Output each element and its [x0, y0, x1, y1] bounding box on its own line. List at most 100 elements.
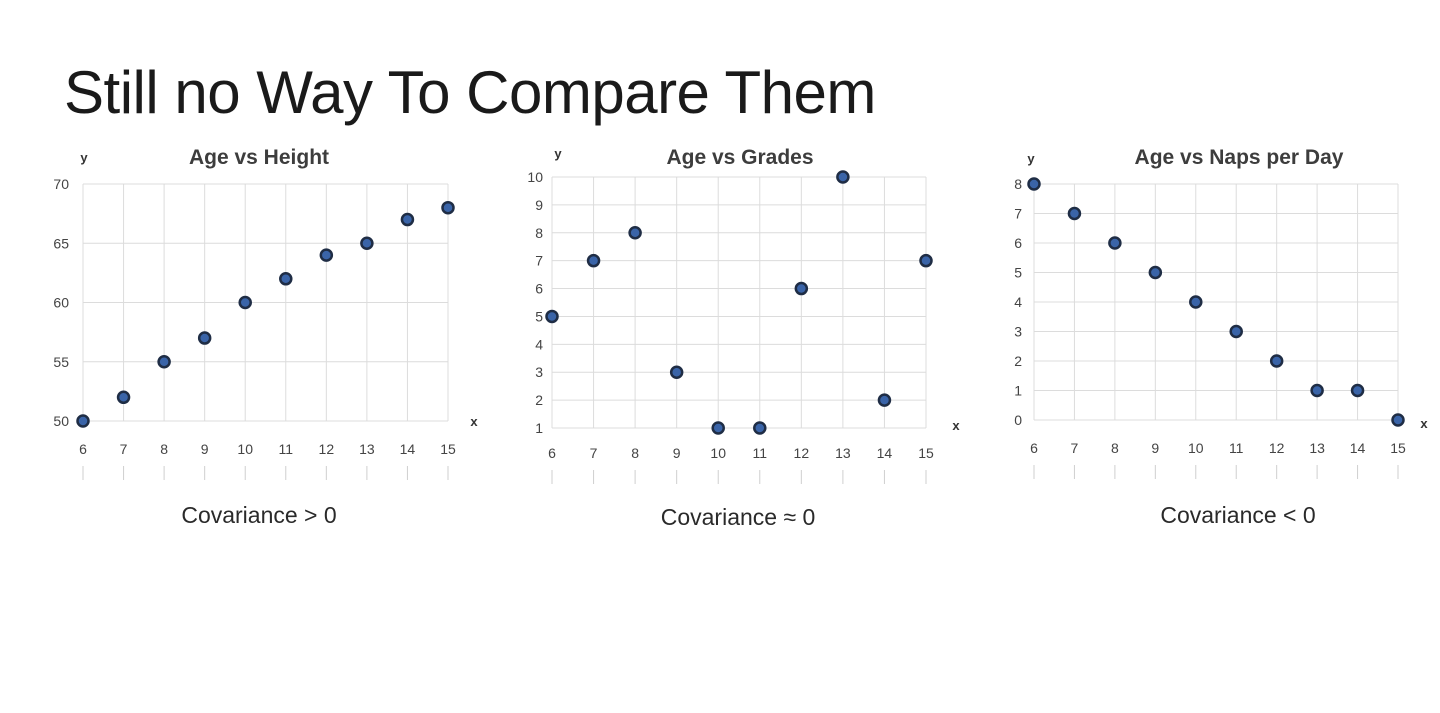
data-point: [319, 248, 334, 262]
x-tick-label: 8: [160, 441, 168, 457]
y-tick-label: 1: [1014, 383, 1022, 399]
y-tick-label: 8: [1014, 176, 1022, 192]
data-point: [753, 421, 767, 435]
y-tick-label: 6: [535, 281, 543, 297]
data-point: [1269, 354, 1284, 368]
x-tick-label: 12: [319, 441, 335, 457]
data-point: [586, 253, 601, 268]
x-tick-label: 11: [279, 441, 294, 457]
x-tick-label: 11: [1229, 440, 1244, 456]
x-tick-label: 12: [1269, 440, 1285, 456]
data-point: [76, 414, 90, 428]
y-tick-label: 3: [1014, 324, 1022, 340]
y-tick-label: 4: [535, 336, 543, 352]
y-tick-label: 55: [53, 354, 69, 370]
y-tick-label: 7: [1014, 206, 1022, 222]
data-point: [711, 421, 725, 435]
data-point: [794, 281, 809, 296]
data-point: [1027, 177, 1041, 191]
y-axis-label: y: [80, 150, 88, 165]
y-tick-label: 3: [535, 364, 543, 380]
y-tick-label: 65: [53, 235, 69, 251]
data-point: [1391, 413, 1405, 427]
x-tick-label: 12: [794, 445, 810, 461]
data-point: [1229, 324, 1243, 339]
x-tick-label: 9: [1151, 440, 1159, 456]
data-point: [628, 226, 642, 240]
x-tick-label: 8: [1111, 440, 1119, 456]
caption-covariance-zero: Covariance ≈ 0: [660, 504, 816, 530]
x-tick-label: 11: [753, 445, 768, 461]
y-tick-label: 9: [535, 197, 543, 213]
x-tick-label: 7: [1071, 440, 1079, 456]
caption-covariance-negative: Covariance < 0: [1160, 502, 1316, 528]
y-tick-label: 4: [1014, 294, 1022, 310]
y-tick-label: 60: [53, 295, 69, 311]
x-tick-label: 13: [835, 445, 851, 461]
x-tick-label: 7: [120, 441, 128, 457]
data-point: [116, 390, 131, 405]
data-point: [919, 253, 933, 268]
y-tick-label: 7: [535, 253, 543, 269]
y-tick-label: 0: [1014, 412, 1022, 428]
data-point: [836, 170, 850, 184]
x-axis-label: x: [952, 418, 960, 433]
x-tick-label: 6: [548, 445, 556, 461]
y-tick-label: 2: [535, 392, 543, 408]
chart-title-grades: Age vs Grades: [666, 146, 813, 169]
x-tick-label: 8: [631, 445, 639, 461]
x-tick-label: 15: [440, 441, 456, 457]
x-tick-label: 7: [590, 445, 598, 461]
x-tick-label: 15: [918, 445, 934, 461]
data-point: [400, 212, 415, 227]
x-tick-label: 15: [1390, 440, 1406, 456]
data-point: [669, 365, 684, 379]
x-tick-label: 13: [359, 441, 375, 457]
y-tick-label: 70: [53, 176, 69, 192]
data-point: [1148, 265, 1163, 280]
data-point: [877, 393, 892, 407]
y-tick-label: 1: [535, 420, 543, 436]
y-tick-label: 8: [535, 225, 543, 241]
data-point: [1350, 383, 1365, 398]
y-tick-label: 50: [53, 413, 69, 429]
x-tick-label: 10: [710, 445, 726, 461]
data-point: [157, 355, 171, 369]
x-tick-label: 13: [1309, 440, 1325, 456]
data-point: [1108, 236, 1122, 250]
x-tick-label: 10: [1188, 440, 1204, 456]
x-tick-label: 14: [400, 441, 416, 457]
data-point: [1067, 206, 1082, 221]
x-tick-label: 14: [1350, 440, 1366, 456]
y-tick-label: 5: [535, 308, 543, 324]
x-axis-label: x: [1420, 416, 1428, 431]
x-tick-label: 10: [237, 441, 253, 457]
data-point: [360, 236, 374, 250]
data-point: [197, 331, 212, 345]
x-tick-label: 14: [877, 445, 893, 461]
caption-covariance-positive: Covariance > 0: [181, 502, 337, 528]
y-tick-label: 2: [1014, 353, 1022, 369]
y-tick-label: 5: [1014, 265, 1022, 281]
x-tick-label: 9: [201, 441, 209, 457]
data-point: [279, 272, 293, 286]
data-point: [441, 200, 455, 215]
data-point: [1189, 295, 1203, 309]
data-point: [1310, 383, 1324, 398]
data-point: [238, 295, 252, 310]
chart-title-height: Age vs Height: [189, 146, 329, 169]
chart-title-naps: Age vs Naps per Day: [1135, 146, 1344, 169]
y-axis-label: y: [554, 146, 562, 161]
x-tick-label: 9: [673, 445, 681, 461]
y-tick-label: 10: [527, 169, 543, 185]
slide-title: Still no Way To Compare Them: [64, 59, 876, 126]
x-tick-label: 6: [79, 441, 87, 457]
chart-age-vs-height: Age vs Height y x 50 55 60 65 70 6 7 8 9 10 11 12 13 14 1…: [53, 146, 478, 480]
y-tick-label: 6: [1014, 235, 1022, 251]
data-point: [545, 309, 559, 324]
x-axis-label: x: [470, 414, 478, 429]
x-tick-label: 6: [1030, 440, 1038, 456]
y-axis-label: y: [1027, 151, 1035, 166]
